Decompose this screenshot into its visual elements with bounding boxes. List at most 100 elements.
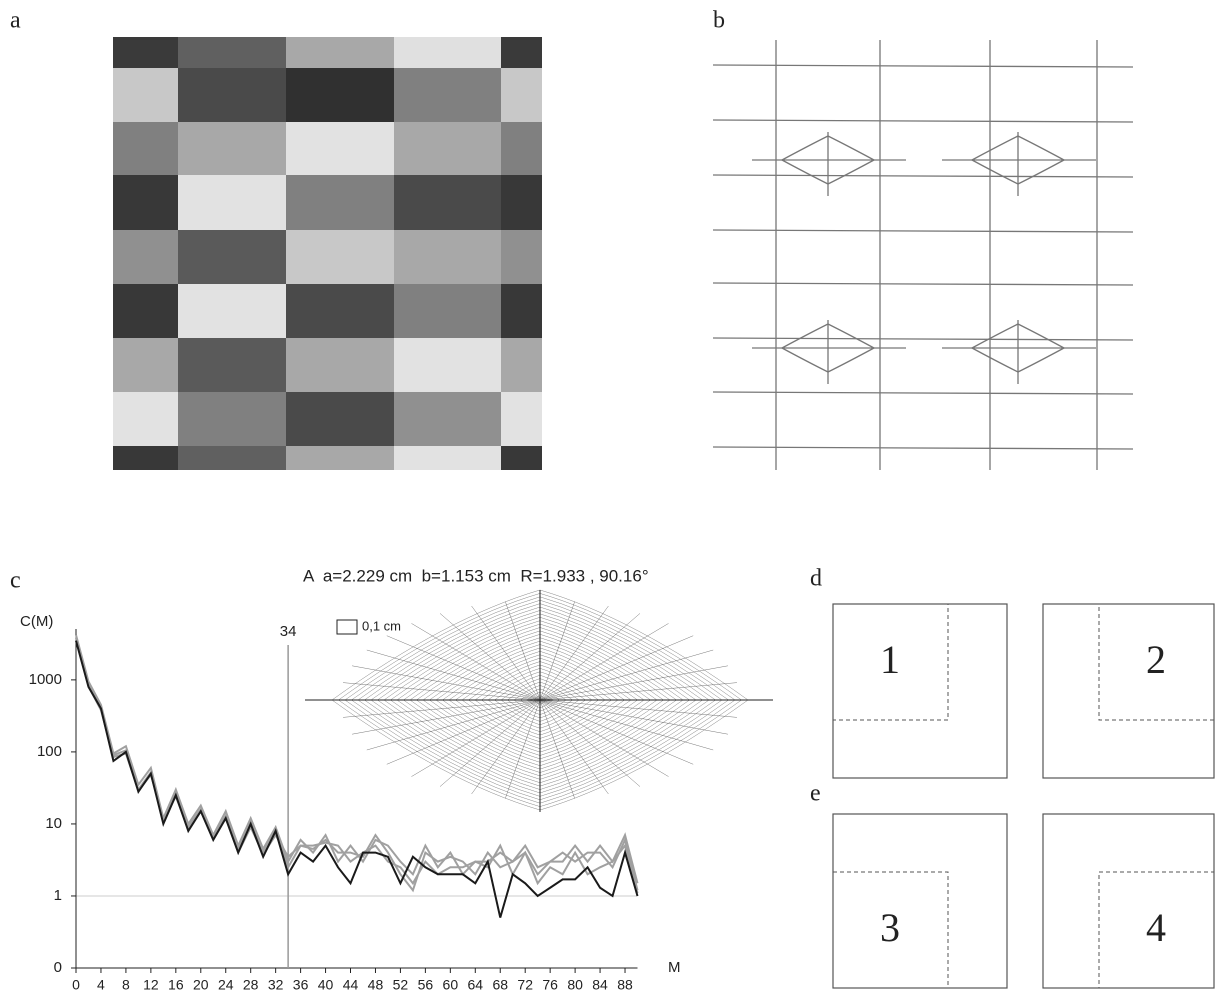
x-tick-label: 52	[393, 977, 409, 993]
cell	[394, 338, 501, 392]
inset-ray	[439, 699, 541, 787]
box	[832, 813, 1008, 989]
x-tick-label: 8	[122, 977, 130, 993]
inset-ray	[539, 699, 714, 751]
x-tick-label: 60	[443, 977, 459, 993]
inset-ray	[539, 699, 737, 718]
inset-ray	[471, 699, 541, 795]
cell	[178, 175, 286, 230]
x-tick-label: 56	[418, 977, 434, 993]
cell	[113, 230, 178, 284]
cell	[178, 122, 286, 175]
inset-ray	[439, 613, 541, 701]
dashed-box	[1098, 603, 1215, 721]
cell	[178, 37, 286, 68]
box-number: 4	[1146, 905, 1166, 950]
inset-ray	[539, 699, 694, 765]
x-tick-label: 48	[368, 977, 384, 993]
inset-ray	[366, 699, 541, 751]
cell	[113, 338, 178, 392]
box	[1042, 603, 1215, 779]
marker-label: 34	[280, 623, 297, 640]
x-tick-label: 24	[218, 977, 234, 993]
cell	[113, 37, 178, 68]
x-tick-label: 88	[617, 977, 633, 993]
inset-ray	[539, 699, 575, 799]
y-tick-label: 1	[54, 887, 62, 904]
cell	[501, 122, 542, 175]
box	[832, 603, 1008, 779]
inset-ray	[539, 623, 669, 701]
panel-label: b	[713, 8, 725, 34]
series-line	[75, 640, 639, 918]
y-tick-label: 0	[54, 959, 62, 976]
cell	[178, 446, 286, 470]
dashed-box	[832, 871, 949, 989]
x-tick-label: 76	[542, 977, 558, 993]
x-tick-label: 32	[268, 977, 284, 993]
grid-line	[712, 282, 1134, 286]
grid-panel	[712, 40, 1134, 470]
cell	[178, 230, 286, 284]
x-tick-label: 4	[97, 977, 105, 993]
cell	[501, 230, 542, 284]
x-tick-label: 36	[293, 977, 309, 993]
x-tick-label: 0	[72, 977, 80, 993]
x-tick-label: 44	[343, 977, 359, 993]
inset-ray	[411, 623, 541, 701]
scale-box	[336, 619, 358, 635]
box-number: 2	[1146, 637, 1166, 682]
inset-ray	[386, 635, 541, 701]
cell	[286, 446, 394, 470]
inset-ray	[505, 601, 541, 701]
x-tick-label: 12	[143, 977, 159, 993]
box-panel: 1 2 3 4	[832, 603, 1215, 989]
cell	[501, 68, 542, 122]
panel-label: d	[810, 566, 822, 592]
x-tick-label: 20	[193, 977, 209, 993]
box-number: 1	[880, 637, 900, 682]
y-tick-label: 1000	[29, 671, 62, 688]
checker-panel	[113, 37, 542, 470]
inset-ray	[366, 649, 541, 701]
cell	[394, 68, 501, 122]
grid-line	[712, 337, 1134, 341]
grid-line	[712, 446, 1134, 450]
cell	[113, 122, 178, 175]
dashed-box	[1098, 871, 1215, 989]
cell	[113, 392, 178, 446]
cell	[394, 122, 501, 175]
grid-line	[712, 229, 1134, 233]
cell	[501, 446, 542, 470]
y-tick-label: 10	[45, 815, 62, 832]
cell	[113, 68, 178, 122]
inset-ray	[539, 699, 609, 795]
cell	[178, 392, 286, 446]
inset-ray	[352, 699, 541, 735]
scale-label: 0,1 cm	[362, 618, 401, 633]
inset-ray	[539, 605, 609, 701]
cell	[178, 338, 286, 392]
panel-label: e	[810, 781, 821, 807]
cell	[286, 37, 394, 68]
cell	[286, 175, 394, 230]
cell	[394, 392, 501, 446]
panel-label: a	[10, 8, 21, 34]
x-tick-label: 28	[243, 977, 259, 993]
cell	[394, 284, 501, 338]
cell	[113, 284, 178, 338]
y-tick-label: 100	[37, 743, 62, 760]
inset-ray	[539, 699, 669, 777]
inset-ray	[505, 699, 541, 799]
cell	[501, 284, 542, 338]
cell	[286, 284, 394, 338]
x-axis-title: M	[668, 959, 681, 976]
cell	[113, 175, 178, 230]
cell	[286, 230, 394, 284]
panel-label: c	[10, 568, 21, 594]
x-tick-label: 16	[168, 977, 184, 993]
inset-ray	[471, 605, 541, 701]
y-axis-title: C(M)	[20, 613, 53, 630]
cell	[501, 392, 542, 446]
